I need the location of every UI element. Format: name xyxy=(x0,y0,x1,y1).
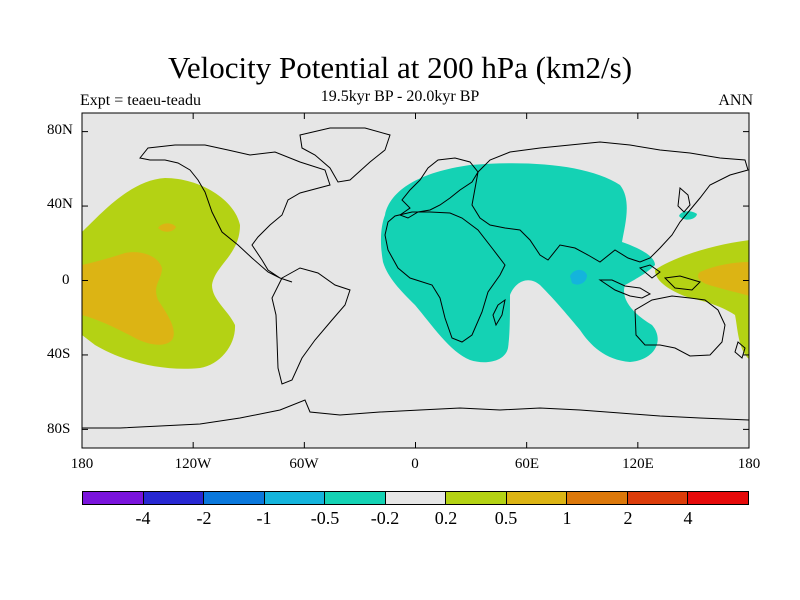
coast-australia xyxy=(634,295,726,357)
pacific-strong-region xyxy=(82,252,174,345)
coast-south-america xyxy=(271,267,351,385)
coast-north-america xyxy=(139,144,331,283)
colorbar-label: -2 xyxy=(196,508,212,528)
season-label: ANN xyxy=(718,92,753,109)
coast-antarctica xyxy=(82,399,749,429)
indian-ocean-negative-spot xyxy=(570,269,587,285)
axis-tick-marks xyxy=(81,113,750,448)
colorbar-label: -0.5 xyxy=(310,508,340,528)
experiment-label: Expt = teaeu-teadu xyxy=(80,92,201,109)
colorbar-box xyxy=(143,492,205,504)
lon-tick-60w: 60W xyxy=(289,456,319,472)
coast-asia xyxy=(471,141,749,263)
colorbar-box xyxy=(446,492,507,504)
chart-subtitle: 19.5kyr BP - 20.0kyr BP xyxy=(320,88,480,105)
colorbar-box xyxy=(627,492,689,504)
colorbar-box xyxy=(567,492,628,504)
lat-tick-40n: 40N xyxy=(47,196,73,212)
colorbar-label: 2 xyxy=(623,508,633,528)
lat-tick-80s: 80S xyxy=(47,421,71,437)
colorbar-box xyxy=(264,492,326,504)
coastlines xyxy=(82,127,749,429)
colorbar-label: 1 xyxy=(562,508,572,528)
western-pacific-strong-region xyxy=(698,262,749,296)
coast-africa xyxy=(384,211,506,343)
colorbar-box xyxy=(325,492,386,504)
lon-tick-0: 0 xyxy=(411,456,419,472)
lon-tick-180e: 180 xyxy=(737,456,761,472)
colorbar-box xyxy=(688,492,749,504)
colorbar xyxy=(82,491,749,505)
coast-new-zealand xyxy=(734,341,746,359)
colorbar-box xyxy=(83,492,144,504)
coast-europe xyxy=(398,157,479,219)
pacific-strong-spot xyxy=(158,223,176,232)
coast-greenland xyxy=(299,127,391,183)
lat-tick-80n: 80N xyxy=(47,122,73,138)
lon-tick-120e: 120E xyxy=(622,456,654,472)
colorbar-label: 0.2 xyxy=(434,508,458,528)
colorbar-label: -1 xyxy=(256,508,272,528)
lon-tick-120w: 120W xyxy=(174,456,212,472)
lat-tick-0: 0 xyxy=(62,272,70,288)
colorbar-label: -4 xyxy=(135,508,151,528)
colorbar-box xyxy=(506,492,568,504)
colorbar-label: 0.5 xyxy=(494,508,518,528)
lon-tick-180w: 180 xyxy=(70,456,94,472)
coast-maritime-continent xyxy=(598,264,701,299)
lon-tick-60e: 60E xyxy=(514,456,540,472)
chart-title: Velocity Potential at 200 hPa (km2/s) xyxy=(167,50,633,85)
lat-tick-40s: 40S xyxy=(47,346,71,362)
colorbar-box xyxy=(204,492,265,504)
colorbar-box xyxy=(385,492,447,504)
colorbar-label: 4 xyxy=(683,508,693,528)
colorbar-label: -0.2 xyxy=(370,508,400,528)
coast-japan xyxy=(677,186,691,213)
coast-madagascar xyxy=(492,298,506,327)
